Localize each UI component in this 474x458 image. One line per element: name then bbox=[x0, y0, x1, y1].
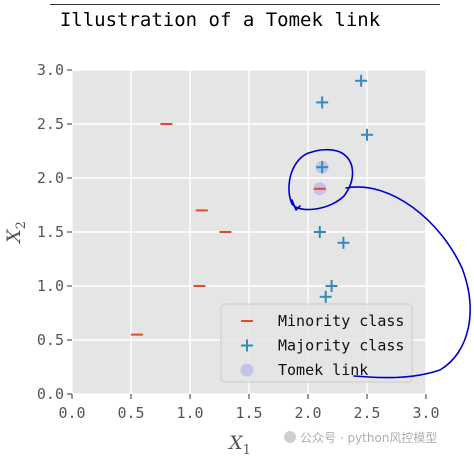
x-tick-label: 0.5 bbox=[117, 404, 144, 422]
legend: Minority class Majority class Tomek link bbox=[220, 303, 413, 383]
legend-label: Majority class bbox=[278, 337, 404, 355]
legend-box bbox=[220, 303, 413, 383]
y-tick-label: 0.5 bbox=[37, 331, 64, 349]
majority-point bbox=[361, 128, 373, 141]
y-axis-label: X2 bbox=[3, 221, 29, 245]
x-axis-label-main: X bbox=[227, 432, 244, 454]
legend-label: Minority class bbox=[278, 312, 404, 330]
x-axis-label-sub: 1 bbox=[243, 443, 251, 458]
x-tick-label: 3.0 bbox=[412, 404, 439, 422]
hand-drawn-circle bbox=[288, 148, 354, 211]
majority-point bbox=[316, 161, 329, 174]
data-marks bbox=[130, 74, 373, 336]
wechat-icon bbox=[284, 431, 296, 443]
axis-text: 0.0 0.5 1.0 1.5 2.0 2.5 3.0 0.0 0.5 1.0 1.5 2.0 2.5 3… bbox=[3, 61, 440, 458]
x-tick-label: 2.0 bbox=[294, 404, 321, 422]
x-tick-label: 2.5 bbox=[353, 404, 380, 422]
chart-title: Illustration of a Tomek link bbox=[60, 9, 381, 31]
y-tick-label: 2.0 bbox=[37, 169, 64, 187]
y-axis-label-main: X bbox=[3, 228, 25, 245]
x-tick-label: 1.5 bbox=[235, 404, 262, 422]
hand-drawn-annotations bbox=[288, 148, 471, 379]
legend-label: Tomek link bbox=[278, 361, 368, 379]
x-tick-label: 0.0 bbox=[58, 404, 85, 422]
majority-point bbox=[355, 74, 368, 87]
majority-point bbox=[319, 290, 332, 303]
watermark: 公众号 · python风控模型 bbox=[284, 431, 437, 445]
majority-point bbox=[313, 226, 326, 238]
y-tick-label: 2.5 bbox=[37, 115, 64, 133]
majority-point bbox=[325, 280, 338, 292]
legend-tomek-marker bbox=[240, 363, 254, 377]
y-tick-label: 3.0 bbox=[37, 61, 64, 79]
y-axis-label-sub: 2 bbox=[14, 221, 29, 229]
hand-drawn-connector bbox=[345, 186, 471, 379]
x-axis-label: X1 bbox=[227, 432, 251, 458]
legend-majority-marker bbox=[241, 339, 253, 352]
y-tick-label: 1.5 bbox=[37, 223, 64, 241]
majority-point bbox=[316, 96, 329, 109]
y-tick-label: 0.0 bbox=[37, 385, 64, 403]
x-tick-label: 1.0 bbox=[176, 404, 203, 422]
y-tick-label: 1.0 bbox=[37, 277, 64, 295]
majority-point bbox=[337, 236, 350, 249]
watermark-text: 公众号 · python风控模型 bbox=[300, 431, 437, 445]
